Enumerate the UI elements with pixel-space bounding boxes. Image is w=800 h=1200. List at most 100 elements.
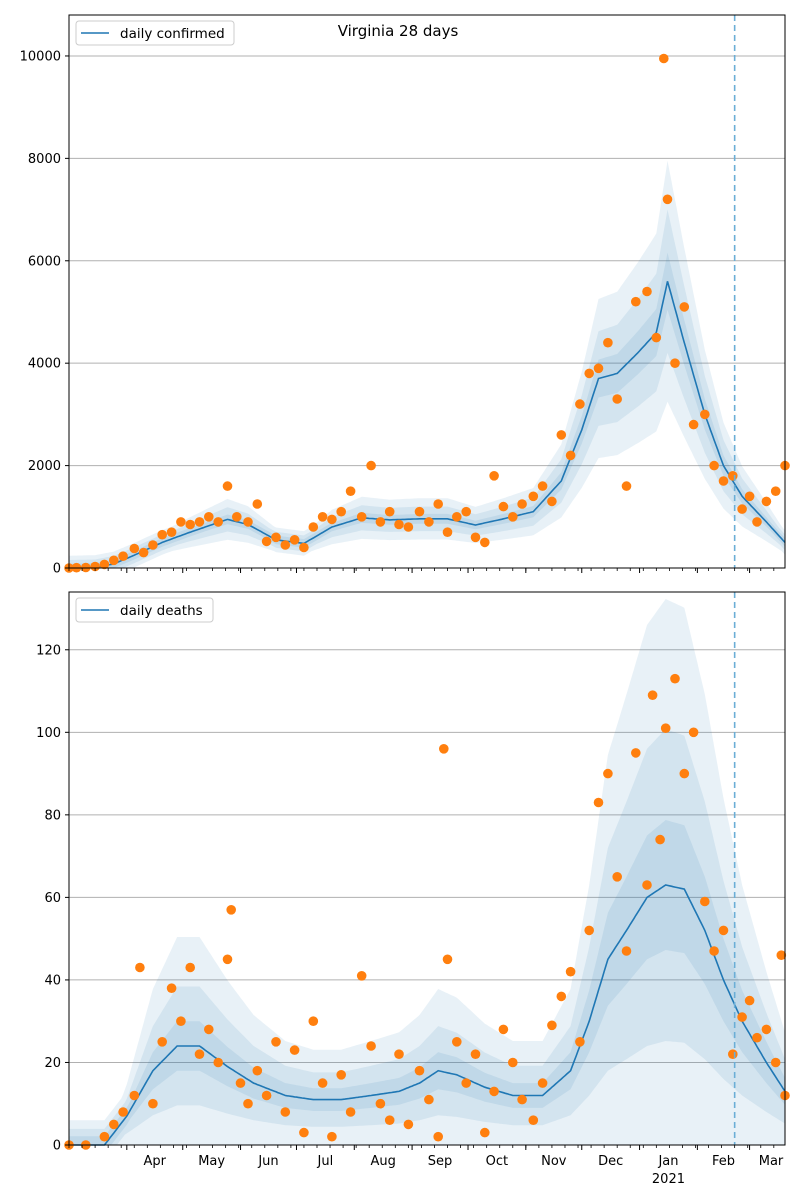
observed-point: [289, 1045, 300, 1055]
axes: 0 20 40 60 80 100 120: [36, 591, 786, 1154]
y-tick-label: 2000: [28, 459, 61, 474]
observed-point: [194, 1049, 205, 1059]
observed-point: [575, 1037, 585, 1047]
observed-point: [403, 1119, 414, 1130]
observed-point: [528, 491, 539, 502]
observed-point: [345, 1107, 356, 1117]
observed-point: [243, 517, 253, 527]
y-tick-label: 100: [36, 726, 61, 741]
observed-point: [728, 471, 738, 481]
observed-point: [556, 991, 567, 1002]
observed-point: [394, 519, 404, 530]
x-tick-label: Sep: [428, 1154, 453, 1169]
observed-point: [375, 517, 386, 527]
observed-point: [700, 409, 710, 420]
observed-point: [700, 896, 710, 907]
observed-point: [204, 512, 214, 522]
observed-point: [157, 1037, 167, 1047]
observed-point: [356, 971, 367, 981]
x-tick-label: Feb: [712, 1154, 735, 1169]
observed-point: [498, 1024, 509, 1035]
observed-point: [593, 797, 604, 808]
observed-point: [603, 337, 613, 348]
uncertainty-band-mid: [69, 209, 785, 568]
x-tick-label: May: [198, 1154, 225, 1169]
x-tick-label: Mar: [759, 1154, 784, 1169]
observed-point: [317, 1078, 328, 1088]
observed-point: [770, 486, 781, 497]
observed-point: [327, 1131, 337, 1142]
legend-label: daily confirmed: [120, 26, 225, 42]
y-tick-label: 0: [53, 562, 61, 577]
observed-point: [129, 543, 140, 554]
legend: daily confirmed: [75, 20, 235, 46]
observed-point: [439, 744, 449, 754]
y-tick-label: 80: [44, 808, 61, 823]
x-axis-labels: Apr May Jun Jul Aug Sep Oct Nov Dec Jan Feb Mar 2021: [144, 1154, 784, 1187]
observed-point: [185, 962, 195, 973]
observed-point: [679, 302, 690, 312]
panel-confirmed: 0 2000 4000 6000 8000 10000 daily confirmed V…: [20, 14, 790, 577]
x-tick-label: Jan: [657, 1154, 678, 1169]
observed-point: [452, 1037, 462, 1047]
observed-point: [243, 1098, 253, 1109]
observed-point: [556, 430, 567, 440]
y-tick-label: 0: [53, 1139, 61, 1154]
observed-point: [679, 768, 690, 779]
legend: daily deaths: [75, 597, 214, 623]
observed-point: [166, 527, 177, 537]
observed-point: [424, 1094, 434, 1105]
observed-point: [744, 995, 755, 1006]
x-tick-label: Oct: [486, 1154, 508, 1169]
observed-point: [99, 1131, 110, 1142]
observed-point: [356, 512, 367, 522]
observed-point: [688, 727, 699, 738]
x-year-label: 2021: [652, 1172, 685, 1187]
observed-point: [99, 559, 110, 570]
observed-point: [118, 1107, 128, 1117]
figure-title: Virginia 28 days: [338, 22, 459, 40]
observed-point: [213, 517, 223, 527]
x-tick-label: Jun: [257, 1154, 278, 1169]
legend-box: [75, 597, 214, 623]
observed-point: [528, 1115, 539, 1125]
observed-point: [517, 1094, 527, 1105]
y-tick-label: 6000: [28, 254, 61, 269]
x-tick-label: Apr: [144, 1154, 167, 1169]
observed-point: [761, 1024, 772, 1035]
observed-point: [547, 496, 557, 507]
observed-point: [517, 499, 527, 509]
observed-point: [537, 481, 548, 491]
observed-point: [299, 542, 309, 553]
observed-point: [336, 506, 347, 517]
axes-frame: [68, 14, 786, 569]
observed-point: [670, 358, 680, 369]
observed-point: [603, 768, 613, 779]
observed-point: [744, 491, 755, 502]
y-tick-label: 60: [44, 891, 61, 906]
observed-point: [222, 954, 233, 965]
axes: 0 2000 4000 6000 8000 10000: [20, 14, 786, 577]
observed-point: [470, 1049, 481, 1059]
observed-point: [90, 561, 100, 572]
observed-point: [565, 966, 576, 977]
observed-point: [489, 471, 499, 481]
observed-point: [289, 535, 300, 545]
observed-point: [709, 460, 719, 471]
observed-point: [670, 673, 680, 684]
observed-point: [336, 1070, 347, 1080]
observed-point: [109, 555, 119, 566]
observed-point: [366, 1041, 376, 1051]
observed-point: [252, 1065, 263, 1076]
observed-point: [442, 954, 453, 965]
observed-point: [176, 517, 186, 527]
observed-point: [138, 547, 149, 558]
observed-point: [433, 1131, 444, 1142]
observed-point: [375, 1098, 386, 1109]
observed-point: [384, 1115, 395, 1125]
observed-point: [345, 486, 356, 497]
observed-point: [612, 872, 622, 882]
model-line: [69, 884, 786, 1146]
observed-point: [213, 1057, 223, 1068]
observed-point: [770, 1057, 781, 1068]
